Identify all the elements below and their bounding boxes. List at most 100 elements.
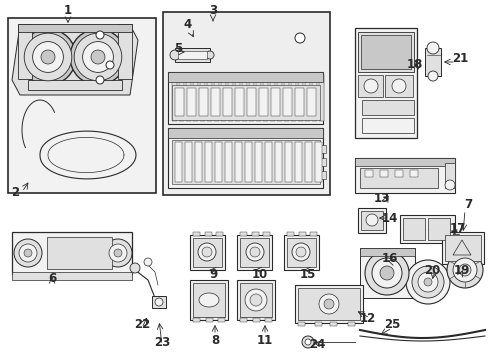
Bar: [360, 248, 415, 256]
Bar: [316, 171, 326, 179]
Bar: [270, 75, 275, 121]
Bar: [216, 232, 223, 236]
Bar: [205, 142, 212, 182]
Circle shape: [365, 251, 409, 295]
Circle shape: [428, 71, 438, 81]
Circle shape: [245, 289, 267, 311]
Bar: [319, 75, 324, 121]
Text: 16: 16: [382, 252, 398, 265]
Bar: [28, 80, 122, 90]
Circle shape: [206, 51, 214, 59]
Text: 22: 22: [134, 319, 150, 332]
Circle shape: [406, 260, 450, 304]
Text: 23: 23: [154, 336, 170, 348]
Bar: [312, 75, 317, 121]
Circle shape: [302, 336, 314, 348]
Bar: [187, 88, 196, 116]
Circle shape: [380, 266, 394, 280]
Text: 19: 19: [454, 264, 470, 276]
Circle shape: [459, 264, 471, 276]
Bar: [284, 75, 289, 121]
Bar: [428, 218, 450, 240]
Bar: [445, 163, 455, 188]
Circle shape: [364, 79, 378, 93]
Circle shape: [41, 50, 55, 64]
Bar: [358, 32, 414, 72]
Bar: [205, 232, 212, 236]
Bar: [240, 283, 272, 317]
Bar: [295, 142, 302, 182]
Bar: [190, 235, 225, 270]
Bar: [307, 88, 316, 116]
Bar: [361, 211, 383, 230]
Bar: [360, 248, 415, 298]
Bar: [348, 322, 355, 326]
Text: 2: 2: [11, 185, 19, 198]
Bar: [316, 145, 326, 153]
Bar: [358, 208, 386, 233]
Circle shape: [83, 42, 113, 72]
Circle shape: [418, 272, 438, 292]
Ellipse shape: [199, 293, 219, 307]
Bar: [12, 232, 132, 274]
Bar: [403, 218, 425, 240]
Circle shape: [305, 339, 311, 345]
Bar: [240, 238, 269, 267]
Bar: [355, 28, 417, 138]
Circle shape: [114, 249, 122, 257]
Bar: [172, 85, 320, 120]
Circle shape: [372, 258, 402, 288]
Circle shape: [296, 247, 306, 257]
Bar: [47, 237, 112, 269]
Bar: [190, 280, 228, 320]
Bar: [287, 232, 294, 236]
Bar: [175, 48, 210, 62]
Bar: [237, 235, 272, 270]
Circle shape: [246, 243, 264, 261]
Bar: [277, 75, 282, 121]
Circle shape: [198, 243, 216, 261]
Circle shape: [74, 33, 122, 81]
Bar: [168, 128, 323, 188]
Bar: [275, 142, 282, 182]
Bar: [228, 75, 233, 121]
Circle shape: [96, 31, 104, 39]
Bar: [400, 215, 455, 243]
Bar: [284, 235, 319, 270]
Bar: [193, 75, 198, 121]
Text: 13: 13: [374, 192, 390, 204]
Text: 21: 21: [452, 51, 468, 64]
Bar: [235, 88, 244, 116]
Bar: [223, 88, 232, 116]
Text: 5: 5: [174, 41, 182, 54]
Bar: [259, 88, 268, 116]
Bar: [395, 170, 403, 177]
Bar: [355, 158, 455, 166]
Bar: [256, 75, 261, 121]
Bar: [225, 142, 232, 182]
Bar: [214, 75, 219, 121]
Circle shape: [392, 79, 406, 93]
Bar: [355, 158, 455, 193]
Circle shape: [14, 239, 42, 267]
Circle shape: [144, 258, 152, 266]
Bar: [179, 75, 184, 121]
Bar: [193, 318, 200, 322]
Bar: [305, 75, 310, 121]
Text: 6: 6: [48, 271, 56, 284]
Text: 10: 10: [252, 269, 268, 282]
Bar: [263, 75, 268, 121]
Circle shape: [202, 247, 212, 257]
Bar: [240, 318, 247, 322]
Circle shape: [155, 298, 163, 306]
Bar: [18, 24, 32, 79]
Bar: [425, 48, 441, 76]
Bar: [285, 142, 292, 182]
Bar: [218, 318, 225, 322]
Bar: [207, 75, 212, 121]
Bar: [265, 142, 272, 182]
Bar: [118, 24, 132, 79]
Circle shape: [106, 61, 114, 69]
Bar: [295, 88, 304, 116]
Text: 1: 1: [64, 4, 72, 17]
